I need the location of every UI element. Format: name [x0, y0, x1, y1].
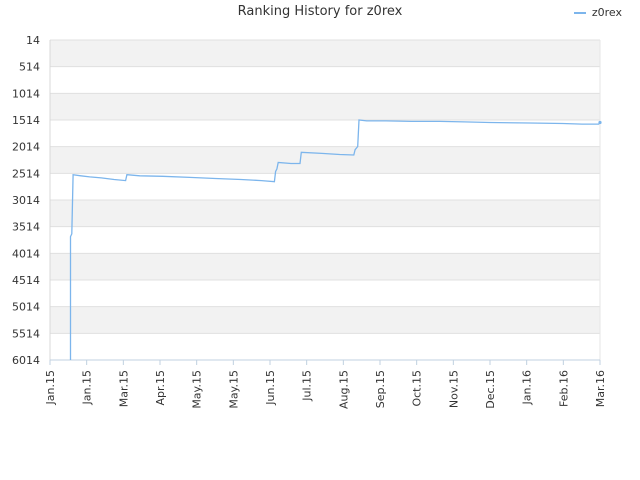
legend[interactable]: z0rex — [573, 6, 622, 19]
x-tick-label: May.15 — [227, 370, 240, 409]
grid-band — [50, 200, 600, 227]
y-tick-label: 1514 — [12, 114, 40, 127]
grid-band — [50, 146, 600, 174]
x-tick-label: Jan.16 — [521, 370, 534, 405]
y-tick-label: 14 — [26, 34, 40, 47]
y-tick-label: 1014 — [12, 87, 40, 100]
x-tick-label: Jul.15 — [301, 370, 314, 402]
y-tick-label: 4014 — [12, 247, 40, 260]
y-tick-label: 3514 — [12, 221, 40, 234]
grid-band — [50, 173, 600, 200]
x-tick-label: Sep.15 — [374, 370, 387, 408]
x-tick-label: Jan.15 — [44, 370, 57, 405]
x-tick-label: Mar.15 — [117, 370, 130, 407]
grid-band — [50, 93, 600, 120]
x-tick-label: Apr.15 — [154, 370, 167, 406]
legend-label: z0rex — [591, 6, 622, 19]
x-tick-label: Oct.15 — [411, 370, 424, 407]
series-line-z0rex — [69, 119, 601, 360]
grid-band — [50, 306, 600, 334]
grid-band — [50, 280, 600, 307]
y-tick-label: 5014 — [12, 301, 40, 314]
x-tick-label: May.15 — [191, 370, 204, 409]
y-tick-label: 514 — [19, 61, 40, 74]
y-tick-label: 4514 — [12, 274, 40, 287]
x-tick-label: Feb.16 — [557, 370, 570, 407]
y-tick-label: 3014 — [12, 194, 40, 207]
series-endpoint — [598, 120, 602, 125]
x-tick-label: Aug.15 — [337, 370, 350, 409]
grid-band — [50, 226, 600, 254]
y-tick-label: 6014 — [12, 354, 40, 367]
grid-band — [50, 40, 600, 67]
chart-title: Ranking History for z0rex — [237, 4, 403, 19]
grid-band — [50, 253, 600, 280]
x-tick-label: Jan.15 — [81, 370, 94, 405]
y-tick-label: 2514 — [12, 167, 40, 180]
x-tick-label: Mar.16 — [594, 370, 607, 407]
x-tick-label: Nov.15 — [447, 370, 460, 408]
y-tick-label: 5514 — [12, 327, 40, 340]
grid-band — [50, 333, 600, 360]
y-tick-label: 2014 — [12, 141, 40, 154]
grid-band — [50, 66, 600, 94]
grid-band — [50, 120, 600, 147]
x-tick-label: Jun.15 — [264, 370, 277, 406]
legend-swatch — [573, 11, 586, 14]
x-tick-label: Dec.15 — [484, 370, 497, 409]
